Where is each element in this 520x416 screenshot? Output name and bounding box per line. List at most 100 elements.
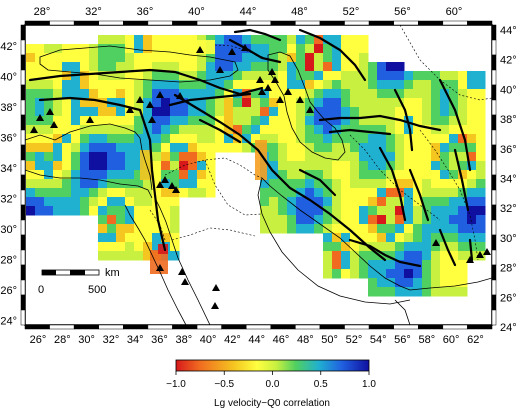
raster-cell <box>188 152 198 162</box>
raster-cell <box>395 224 405 234</box>
raster-cell <box>116 80 126 90</box>
raster-cell <box>458 80 468 90</box>
raster-cell <box>377 233 387 243</box>
raster-cell <box>53 188 63 198</box>
lat-label-right: 24° <box>500 322 517 334</box>
frame-band-right <box>492 235 496 250</box>
scale-unit-label: km <box>105 267 120 279</box>
raster-cell <box>476 116 486 126</box>
raster-cell <box>170 161 180 171</box>
raster-cell <box>377 215 387 225</box>
raster-cell <box>134 179 144 189</box>
raster-cell <box>332 107 342 117</box>
raster-cell <box>359 215 369 225</box>
raster-cell <box>341 152 351 162</box>
raster-cell <box>116 35 126 45</box>
frame-band-top <box>74 21 99 25</box>
raster-cell <box>368 188 378 198</box>
frame-band-bottom <box>443 325 468 329</box>
lon-label-bottom: 56° <box>394 334 411 346</box>
raster-cell <box>287 98 297 108</box>
raster-cell <box>350 260 360 270</box>
raster-cell <box>314 134 324 144</box>
raster-cell <box>62 188 72 198</box>
raster-cell <box>422 278 432 288</box>
raster-cell <box>35 161 45 171</box>
raster-cell <box>404 188 414 198</box>
raster-cell <box>332 62 342 72</box>
lat-label-left: 24° <box>0 316 17 328</box>
frame-band-top <box>271 21 296 25</box>
raster-cell <box>242 125 252 135</box>
raster-cell <box>413 152 423 162</box>
raster-cell <box>341 170 351 180</box>
raster-cell <box>440 287 450 297</box>
frame-band-top <box>197 21 222 25</box>
raster-cell <box>98 224 108 234</box>
raster-cell <box>197 134 207 144</box>
raster-cell <box>323 143 333 153</box>
raster-cell <box>233 107 243 117</box>
raster-cell <box>350 188 360 198</box>
frame-band-left <box>21 130 25 145</box>
raster-cell <box>341 179 351 189</box>
raster-cell <box>404 152 414 162</box>
raster-cell <box>449 224 459 234</box>
raster-cell <box>44 188 54 198</box>
raster-cell <box>359 62 369 72</box>
raster-cell <box>224 62 234 72</box>
raster-cell <box>26 206 36 216</box>
raster-cell <box>98 197 108 207</box>
frame-band-top <box>25 21 50 25</box>
raster-cell <box>62 44 72 54</box>
raster-cell <box>404 71 414 81</box>
raster-cell <box>242 98 252 108</box>
lat-label-left: 26° <box>0 285 17 297</box>
raster-cell <box>422 260 432 270</box>
raster-cell <box>89 107 99 117</box>
raster-cell <box>323 269 333 279</box>
raster-cell <box>422 80 432 90</box>
raster-cell <box>278 206 288 216</box>
raster-cell <box>89 62 99 72</box>
frame-band-right <box>492 70 496 85</box>
raster-cell <box>413 80 423 90</box>
raster-cell <box>269 206 279 216</box>
raster-cell <box>341 80 351 90</box>
raster-cell <box>440 125 450 135</box>
raster-cell <box>377 98 387 108</box>
raster-cell <box>305 188 315 198</box>
lon-label-top: 56° <box>394 6 411 18</box>
raster-cell <box>314 80 324 90</box>
raster-cell <box>26 152 36 162</box>
raster-cell <box>26 89 36 99</box>
raster-cell <box>287 134 297 144</box>
raster-cell <box>89 44 99 54</box>
raster-cell <box>431 107 441 117</box>
raster-cell <box>323 188 333 198</box>
raster-cell <box>53 62 63 72</box>
raster-cell <box>395 251 405 261</box>
raster-cell <box>116 53 126 63</box>
raster-cell <box>476 188 486 198</box>
frame-band-left <box>21 55 25 70</box>
raster-cell <box>341 35 351 45</box>
frame-band-top <box>345 21 370 25</box>
raster-cell <box>431 161 441 171</box>
frame-band-bottom <box>197 325 222 329</box>
raster-cell <box>386 98 396 108</box>
raster-cell <box>278 62 288 72</box>
frame-band-top <box>222 21 247 25</box>
raster-cell <box>197 89 207 99</box>
frame-band-right <box>492 25 496 40</box>
lat-label-right: 32° <box>500 203 517 215</box>
raster-cell <box>98 107 108 117</box>
raster-cell <box>251 35 261 45</box>
raster-cell <box>476 125 486 135</box>
raster-cell <box>26 143 36 153</box>
raster-cell <box>116 251 126 261</box>
raster-cell <box>386 188 396 198</box>
lon-label-bottom: 50° <box>321 334 338 346</box>
frame-band-top <box>369 21 394 25</box>
raster-cell <box>476 161 486 171</box>
